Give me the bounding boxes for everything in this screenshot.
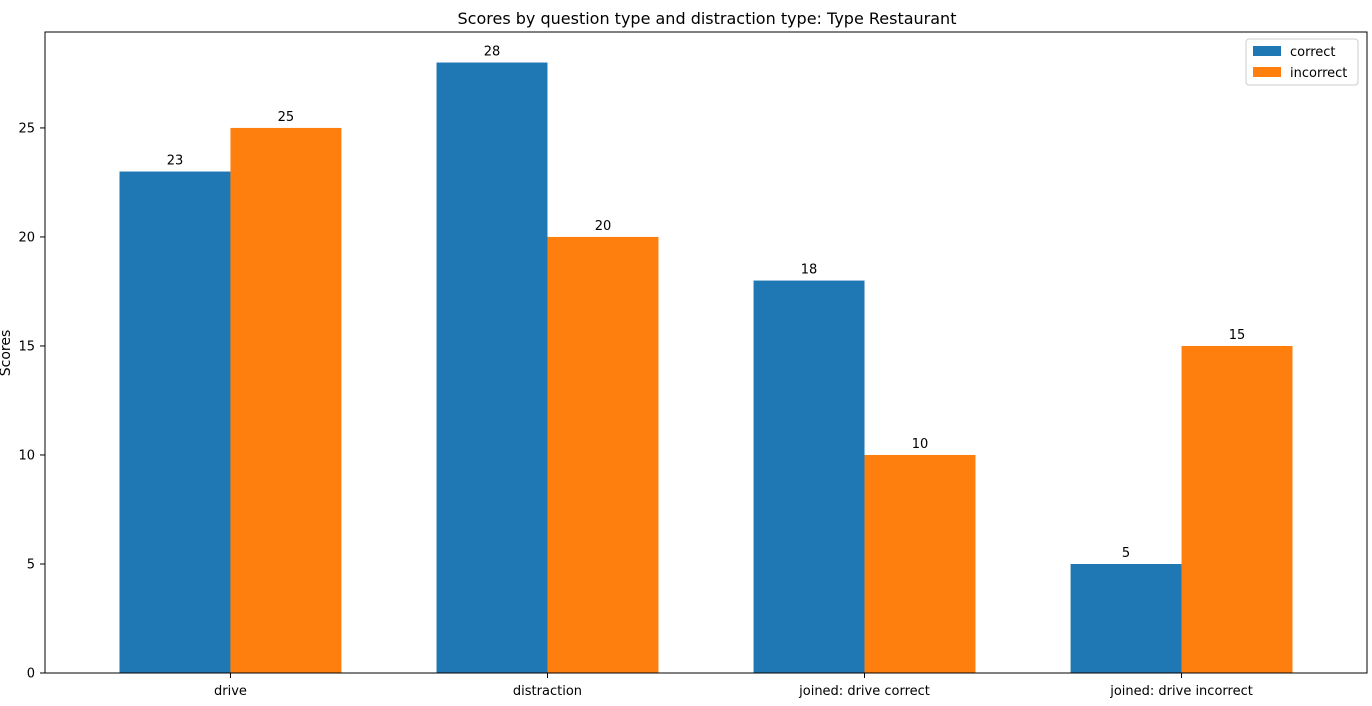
- x-tick-label: drive: [214, 684, 247, 699]
- bar-correct-2: [753, 280, 865, 673]
- y-axis-label: Scores: [0, 330, 14, 377]
- axes-frame: [44, 31, 1368, 674]
- chart-title: Scores by question type and distraction …: [458, 9, 957, 28]
- bar-incorrect-1: [547, 236, 659, 674]
- bar-correct-3: [1070, 563, 1182, 673]
- y-tick-label: 0: [27, 667, 35, 682]
- data-label: 15: [1229, 328, 1246, 343]
- legend-swatch-correct: [1253, 46, 1281, 56]
- bar-correct-1: [436, 62, 548, 674]
- x-tick-label: joined: drive incorrect: [1109, 684, 1253, 699]
- x-tick-label: joined: drive correct: [798, 684, 930, 699]
- data-label: 5: [1122, 546, 1130, 561]
- data-label: 25: [278, 110, 295, 125]
- y-tick-label: 10: [18, 448, 35, 463]
- y-tick-label: 20: [18, 230, 35, 245]
- plot-area: 23 28 18 5 25 20 10 15 0 5 10 15 20 25 drive distractio…: [18, 31, 1368, 699]
- data-label: 18: [801, 263, 818, 278]
- y-tick-label: 15: [18, 339, 35, 354]
- x-tick-label: distraction: [513, 684, 582, 699]
- legend-swatch-incorrect: [1253, 67, 1281, 77]
- legend-label-incorrect: incorrect: [1290, 66, 1347, 81]
- bar-correct-0: [119, 171, 231, 673]
- legend: correct incorrect: [1245, 38, 1359, 86]
- legend-label-correct: correct: [1290, 45, 1336, 60]
- bar-incorrect-0: [230, 127, 342, 673]
- data-label: 23: [167, 154, 184, 169]
- data-label: 28: [484, 45, 501, 60]
- data-label: 20: [595, 219, 612, 234]
- bar-incorrect-3: [1181, 345, 1293, 673]
- y-tick-label: 5: [27, 557, 35, 572]
- data-label: 10: [912, 437, 929, 452]
- y-tick-label: 25: [18, 121, 35, 136]
- bar-incorrect-2: [864, 454, 976, 673]
